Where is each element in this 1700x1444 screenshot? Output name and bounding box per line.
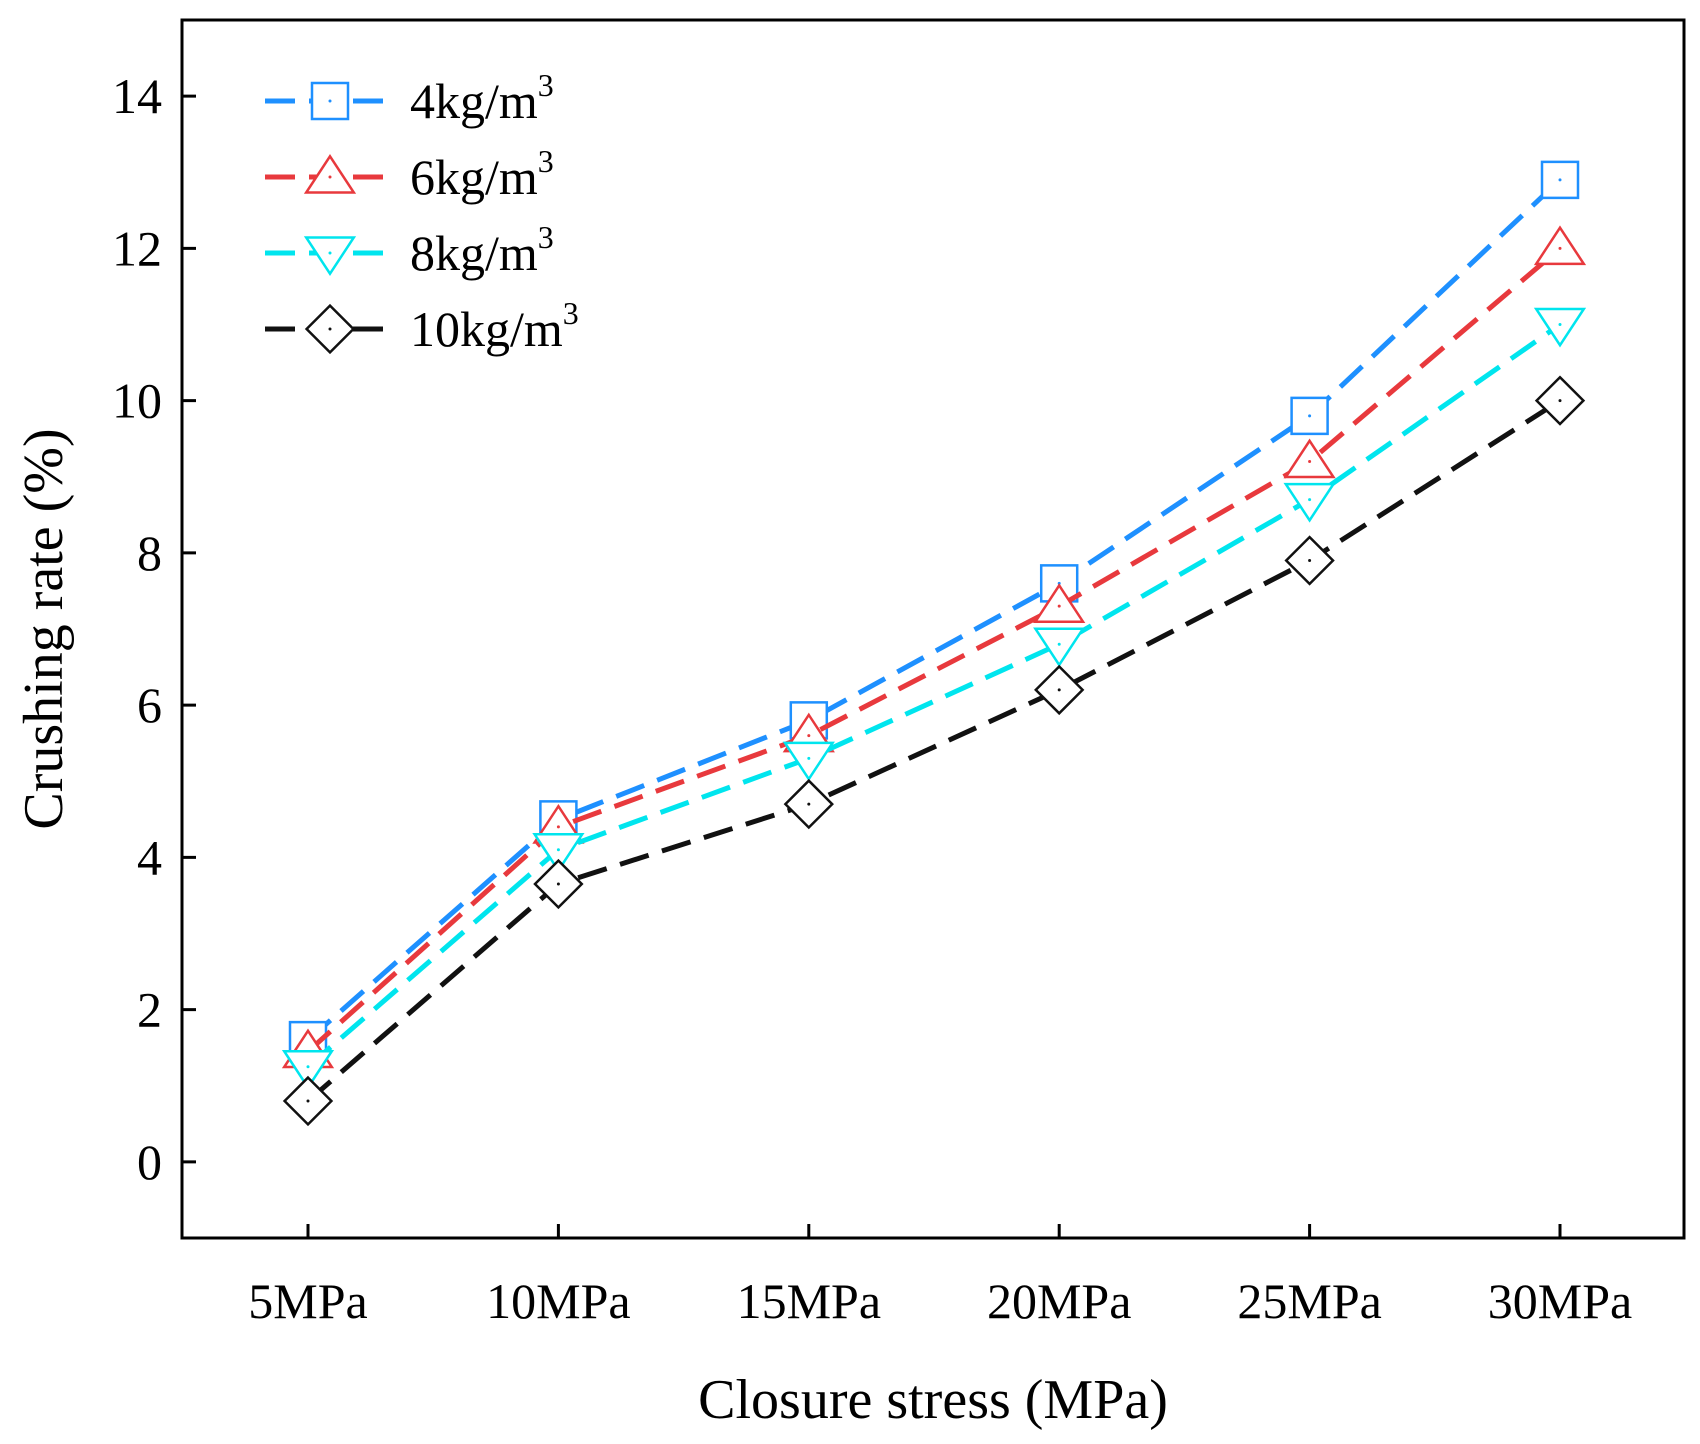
x-tick-label: 5MPa [248, 1273, 367, 1329]
data-point-center [1308, 498, 1312, 502]
legend-marker-center [328, 175, 332, 179]
data-point [1533, 225, 1587, 266]
data-point-center [1308, 414, 1312, 418]
legend-marker-center [328, 99, 332, 103]
data-point-center [1558, 323, 1562, 326]
x-tick-label: 30MPa [1488, 1273, 1632, 1329]
legend-label-superscript: 3 [538, 219, 554, 255]
data-point-center [556, 825, 560, 829]
data-point [1283, 482, 1336, 523]
series-line [306, 398, 1562, 1103]
data-point [782, 741, 835, 782]
data-point [1533, 307, 1587, 348]
legend-marker-center [328, 327, 332, 331]
legend-label-superscript: 3 [563, 295, 579, 331]
legend-label-text: 6kg/m [410, 149, 538, 205]
series-line [306, 246, 1562, 1054]
legend-label-text: 4kg/m [410, 73, 538, 129]
data-point-center [556, 848, 560, 852]
legend-marker-center [328, 251, 332, 255]
data-point-center [306, 1099, 310, 1103]
legend-marker [303, 236, 357, 276]
legend-label: 4kg/m3 [410, 67, 554, 129]
x-tick-label: 15MPa [737, 1273, 881, 1329]
x-tick-label: 10MPa [486, 1273, 630, 1329]
series-layer [281, 160, 1587, 1127]
y-tick-label: 0 [137, 1134, 162, 1190]
y-tick-label: 8 [137, 525, 162, 581]
data-point [1033, 627, 1086, 668]
y-tick-label: 14 [112, 68, 162, 124]
x-tick-label: 25MPa [1237, 1273, 1381, 1329]
y-tick-label: 6 [137, 677, 162, 733]
legend-label-superscript: 3 [538, 67, 554, 103]
legend-item: 6kg/m3 [265, 143, 554, 205]
y-tick-label: 10 [112, 373, 162, 429]
x-axis-title: Closure stress (MPa) [698, 1369, 1168, 1431]
legend-label-superscript: 3 [538, 143, 554, 179]
data-point-center [1057, 604, 1061, 608]
legend-marker [303, 154, 357, 194]
legend-item: 4kg/m3 [265, 67, 554, 129]
data-point-center [1308, 558, 1312, 562]
series-line [306, 178, 1562, 1042]
data-point [1033, 583, 1086, 623]
y-tick-label: 12 [112, 220, 162, 276]
legend-label: 8kg/m3 [410, 219, 554, 281]
plot-frame [180, 18, 1686, 1240]
data-point-center [306, 1065, 310, 1069]
series-10kg-m [282, 375, 1586, 1127]
legend-label: 6kg/m3 [410, 143, 554, 205]
axis-ticks: 0 2 4 6 8 10 12 14 5MPa 10MPa 15MPa 20MPa 25MPa 30MPa [112, 68, 1632, 1329]
legend-label-text: 8kg/m [410, 225, 538, 281]
data-point [532, 832, 585, 873]
data-point [281, 1049, 335, 1090]
legend-item: 10kg/m3 [265, 295, 579, 357]
data-point-center [556, 882, 560, 886]
data-point-center [1558, 399, 1562, 403]
series-line [306, 322, 1562, 1069]
y-tick-label: 4 [137, 829, 162, 885]
data-point-center [1558, 178, 1562, 182]
data-point [1283, 438, 1336, 479]
data-point-center [807, 734, 811, 738]
y-tick-label: 2 [137, 982, 162, 1038]
data-point-center [807, 756, 811, 760]
data-point-center [807, 802, 811, 806]
y-axis-title: Crushing rate (%) [13, 428, 75, 829]
data-point-center [1057, 642, 1061, 646]
series-4kg-m [288, 160, 1580, 1060]
series-8kg-m [281, 307, 1587, 1090]
x-tick-label: 20MPa [987, 1273, 1131, 1329]
data-point-center [1308, 460, 1312, 464]
data-point-center [1057, 688, 1061, 692]
legend-item: 8kg/m3 [265, 219, 554, 281]
data-point-center [1558, 246, 1562, 250]
legend-label-text: 10kg/m [410, 301, 563, 357]
legend-label: 10kg/m3 [410, 295, 579, 357]
